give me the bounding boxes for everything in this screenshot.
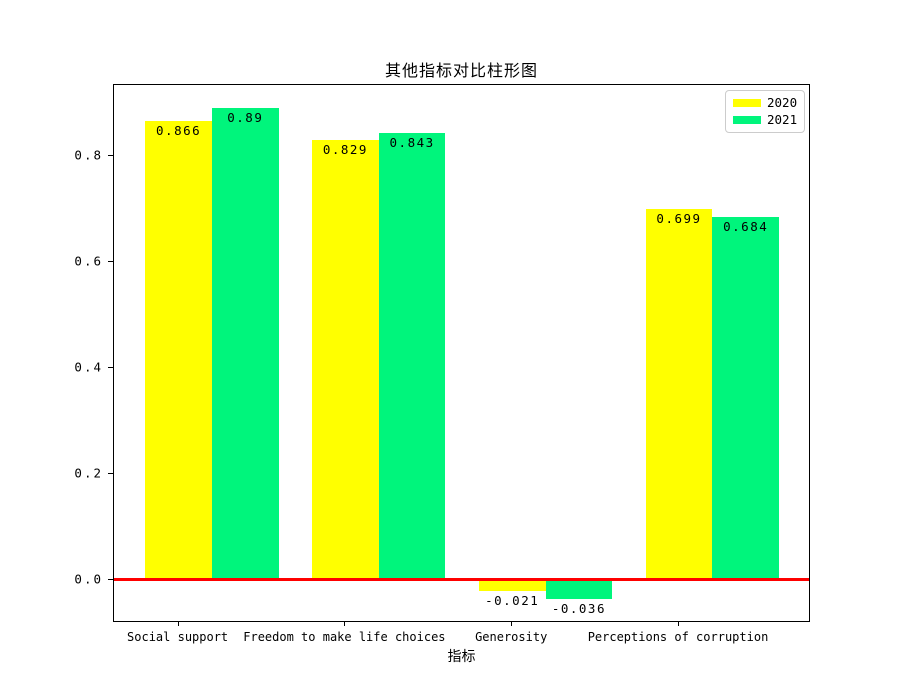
bar-2021-0: [211, 107, 279, 580]
bar-2021-3: [712, 216, 780, 580]
legend-label: 2021: [767, 112, 798, 127]
y-tick-label: 0.2: [74, 465, 103, 481]
y-tick-mark: [108, 366, 113, 368]
x-tick-mark: [344, 622, 346, 626]
bar-2020-1: [312, 140, 379, 580]
bar-value-label: 0.866: [156, 122, 202, 138]
bar-2020-3: [645, 209, 713, 580]
zero-reference-line: [114, 578, 809, 581]
bar-value-label: -0.036: [551, 600, 606, 616]
legend-item-2021: 2021: [733, 112, 798, 127]
legend-label: 2020: [767, 94, 798, 110]
x-tick-label-3: Perceptions of corruption: [587, 630, 769, 644]
bar-value-label: 0.843: [389, 134, 435, 150]
legend-swatch-icon: [733, 116, 761, 125]
x-tick-mark: [678, 622, 679, 626]
x-tick-label-0: Social support: [127, 630, 229, 644]
bar-value-label: 0.684: [723, 218, 769, 234]
y-tick-mark: [108, 472, 113, 474]
bar-2020-0: [145, 120, 212, 580]
x-tick-label-1: Freedom to make life choices: [243, 630, 446, 644]
x-tick-label-2: Generosity: [475, 630, 548, 644]
x-axis-label: 指标: [447, 649, 476, 665]
legend-item-2020: 2020: [733, 94, 798, 110]
plot-area: 0.866 0.89 0.829 0.843 -0.021 -0.036 0.699 0.68…: [113, 84, 810, 622]
y-tick-label: 0.8: [74, 147, 103, 163]
x-tick-mark: [177, 622, 179, 626]
bar-2021-1: [378, 132, 446, 580]
legend-swatch-icon: [733, 98, 761, 107]
y-tick-label: 0.6: [74, 253, 103, 269]
y-tick-mark: [108, 260, 113, 262]
y-tick-label: 0.0: [74, 571, 103, 587]
chart-title: 其他指标对比柱形图: [384, 61, 538, 80]
y-tick-mark: [108, 578, 113, 580]
bar-value-label: 0.699: [656, 211, 702, 227]
y-tick-label: 0.4: [74, 359, 103, 375]
bar-value-label: 0.89: [227, 109, 264, 125]
x-tick-mark: [511, 622, 513, 626]
bar-2020-2: [478, 579, 546, 591]
bar-value-label: -0.021: [485, 592, 540, 608]
bar-value-label: 0.829: [322, 142, 368, 158]
y-tick-mark: [108, 154, 113, 156]
legend: 2020 2021: [725, 90, 805, 133]
bar-2021-2: [545, 579, 613, 599]
